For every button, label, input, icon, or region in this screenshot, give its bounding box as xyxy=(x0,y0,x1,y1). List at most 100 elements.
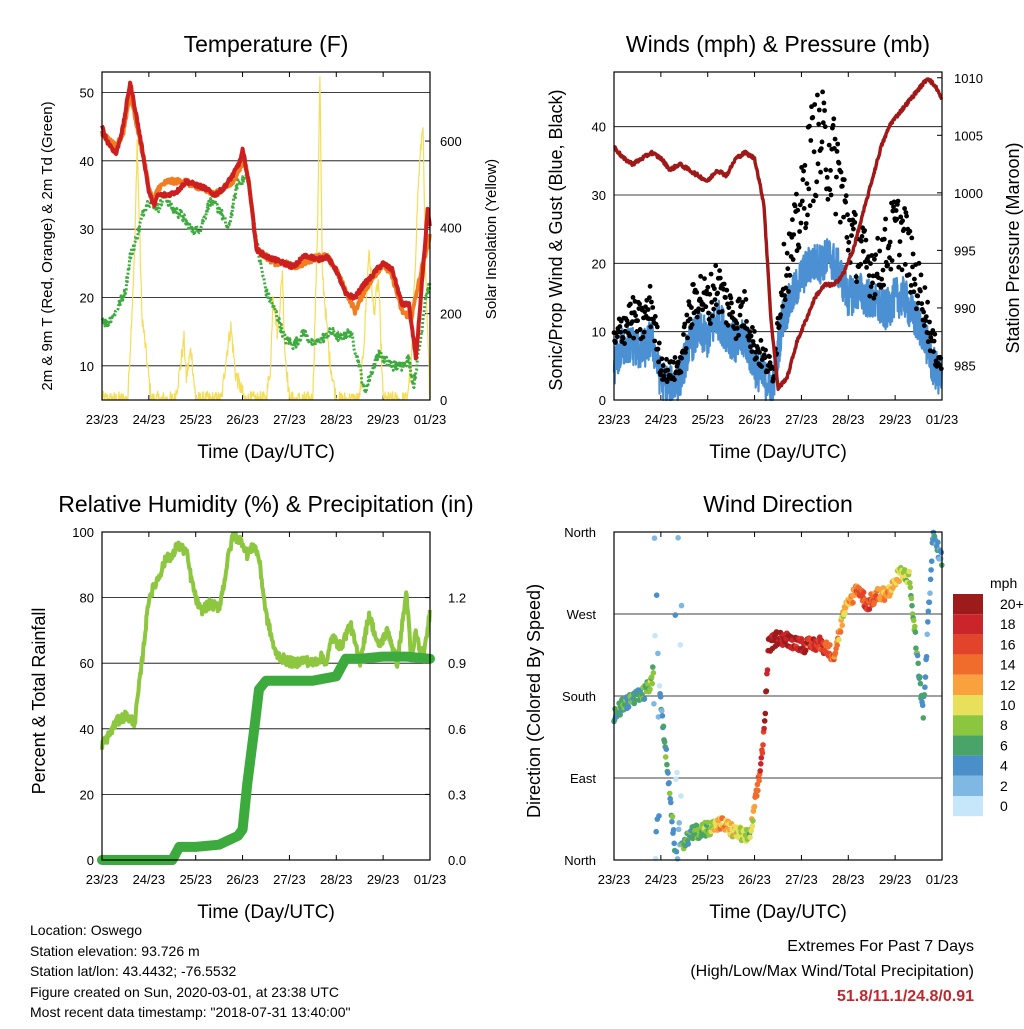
legend-swatch xyxy=(953,796,983,817)
direction-point xyxy=(764,667,771,673)
gust-point xyxy=(828,168,833,173)
gust-point xyxy=(898,214,904,220)
gust-point xyxy=(782,293,787,298)
x-tick-label: 25/23 xyxy=(691,872,724,887)
gust-point xyxy=(881,282,886,288)
gust-point xyxy=(825,196,831,202)
precip-series xyxy=(97,651,435,865)
legend-label: 4 xyxy=(1000,758,1008,774)
gust-point xyxy=(895,198,901,204)
gust-point xyxy=(923,318,928,323)
chart-title: Wind Direction xyxy=(703,491,853,517)
direction-point xyxy=(693,822,700,829)
gust-point xyxy=(807,203,813,209)
direction-point xyxy=(907,580,913,586)
direction-point xyxy=(924,631,930,638)
gust-point xyxy=(841,214,846,220)
gust-point xyxy=(851,226,856,232)
y-axis-label: Percent & Total Rainfall xyxy=(29,608,49,795)
gust-point xyxy=(725,301,730,307)
gust-point xyxy=(910,251,916,257)
gust-point xyxy=(707,291,713,297)
gust-point xyxy=(804,181,810,187)
gust-point xyxy=(836,160,842,166)
gust-point xyxy=(914,306,919,312)
gust-point xyxy=(854,279,860,285)
x-tick-label: 28/23 xyxy=(832,412,865,427)
gust-point xyxy=(824,175,830,180)
gust-point xyxy=(672,377,677,383)
direction-point xyxy=(747,834,753,841)
plot-border xyxy=(101,531,431,861)
y-axis-label: Direction (Colored By Speed) xyxy=(524,584,544,818)
x-tick-label: 28/23 xyxy=(832,872,865,887)
gust-point xyxy=(758,338,764,343)
legend-swatch xyxy=(953,755,983,776)
gust-point xyxy=(736,332,741,338)
gust-point xyxy=(717,275,723,281)
gust-point xyxy=(675,359,681,365)
x-tick-label: 28/23 xyxy=(320,872,353,887)
y-axis-label: Sonic/Prop Wind & Gust (Blue, Black) xyxy=(546,89,566,390)
y-tick-label: 10 xyxy=(80,359,94,374)
gust-point xyxy=(787,272,793,278)
gust-point xyxy=(912,276,917,282)
gust-point xyxy=(858,238,864,244)
x-tick-label: 29/23 xyxy=(367,872,400,887)
gust-series xyxy=(611,89,944,385)
gust-point xyxy=(794,191,799,197)
pressure-series xyxy=(612,77,944,391)
gust-point xyxy=(736,296,742,302)
direction-point xyxy=(750,818,756,824)
direction-point xyxy=(675,535,681,541)
gust-point xyxy=(899,267,905,273)
gust-point xyxy=(689,322,695,327)
y2-tick-label: 0.9 xyxy=(448,656,466,671)
gust-point xyxy=(684,312,690,318)
direction-point xyxy=(670,827,677,833)
gust-point xyxy=(703,304,709,310)
gust-point xyxy=(672,355,678,360)
gust-point xyxy=(633,313,638,318)
recent-data-text: Most recent data timestamp: "2018-07-31 … xyxy=(30,1004,351,1020)
gust-point xyxy=(823,167,829,173)
y2-tick-label: 985 xyxy=(954,358,976,373)
chart-panel-3: Relative Humidity (%) & Precipitation (i… xyxy=(29,491,474,923)
gust-point xyxy=(826,142,832,148)
x-tick-label: 26/23 xyxy=(226,872,259,887)
x-tick-label: 27/23 xyxy=(273,412,306,427)
y-tick-label: North xyxy=(564,525,596,540)
gust-point xyxy=(821,100,827,106)
gust-point xyxy=(883,216,888,222)
direction-point xyxy=(673,776,679,782)
direction-point xyxy=(928,567,934,573)
gust-point xyxy=(660,363,666,368)
gust-point xyxy=(893,208,899,213)
gust-point xyxy=(838,169,844,175)
direction-point xyxy=(910,617,917,624)
gust-point xyxy=(802,163,808,168)
direction-point xyxy=(674,856,681,862)
gust-point xyxy=(776,323,782,329)
gust-point xyxy=(726,305,732,310)
gust-point xyxy=(832,136,838,142)
gust-point xyxy=(754,355,759,361)
chart-title: Winds (mph) & Pressure (mb) xyxy=(626,31,930,57)
elevation-text: Station elevation: 93.726 m xyxy=(30,942,200,959)
y2-tick-label: 1000 xyxy=(954,186,983,201)
gust-point xyxy=(925,299,930,305)
gust-point xyxy=(711,306,717,312)
legend-label: 16 xyxy=(1000,636,1016,652)
extremes-values: 51.8/11.1/24.8/0.91 xyxy=(836,988,974,1005)
gust-point xyxy=(912,281,918,287)
gust-point xyxy=(712,286,717,292)
gust-point xyxy=(818,146,824,152)
gust-point xyxy=(871,295,877,301)
direction-point xyxy=(909,602,915,609)
legend-label: 14 xyxy=(1000,657,1016,673)
gust-point xyxy=(870,273,876,279)
gust-point xyxy=(618,329,623,335)
y-tick-label: 20 xyxy=(592,256,606,271)
direction-point xyxy=(761,725,767,732)
gust-point xyxy=(659,356,665,362)
